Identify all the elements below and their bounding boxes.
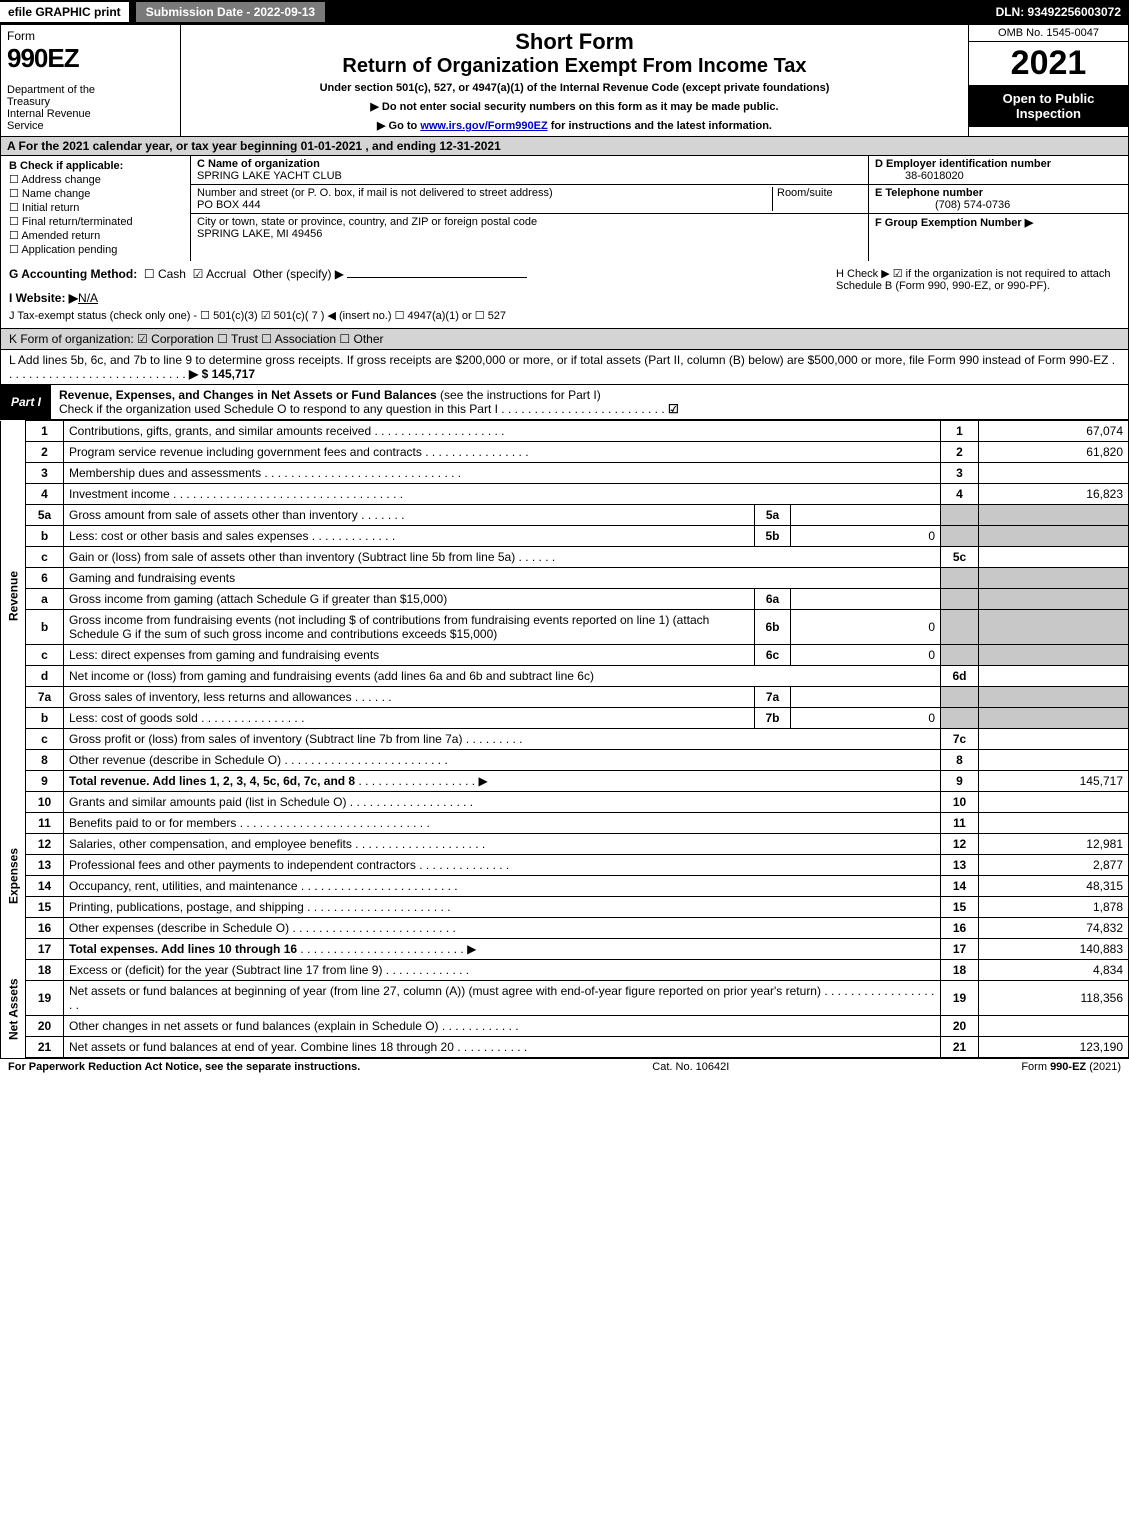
footer-left: For Paperwork Reduction Act Notice, see …: [8, 1061, 360, 1073]
website: N/A: [78, 291, 98, 305]
amt-13: 2,877: [979, 855, 1129, 876]
omb-number: OMB No. 1545-0047: [969, 25, 1128, 42]
table-row: 4 Investment income . . . . . . . . . . …: [1, 484, 1129, 505]
side-label-revenue: Revenue: [1, 421, 26, 771]
chk-accrual[interactable]: Accrual: [206, 267, 246, 281]
table-row: 2 Program service revenue including gove…: [1, 442, 1129, 463]
table-row: Net Assets 18 Excess or (deficit) for th…: [1, 960, 1129, 981]
amt-18: 4,834: [979, 960, 1129, 981]
col-c-org: C Name of organization SPRING LAKE YACHT…: [191, 156, 868, 261]
form-number: 990EZ: [7, 43, 174, 74]
lines-table: Revenue 1 Contributions, gifts, grants, …: [0, 420, 1129, 1058]
table-row: 15 Printing, publications, postage, and …: [1, 897, 1129, 918]
amt-4: 16,823: [979, 484, 1129, 505]
table-row: 6 Gaming and fundraising events: [1, 568, 1129, 589]
table-row: 20 Other changes in net assets or fund b…: [1, 1016, 1129, 1037]
table-row: 3 Membership dues and assessments . . . …: [1, 463, 1129, 484]
section-bcdef: B Check if applicable: ☐ Address change …: [0, 156, 1129, 261]
row-a-calendar-year: A For the 2021 calendar year, or tax yea…: [0, 137, 1129, 156]
table-row: Revenue 1 Contributions, gifts, grants, …: [1, 421, 1129, 442]
open-inspection: Open to Public Inspection: [969, 85, 1128, 127]
table-row: 21 Net assets or fund balances at end of…: [1, 1037, 1129, 1058]
efile-label[interactable]: efile GRAPHIC print: [0, 2, 129, 22]
footer-right: Form 990-EZ (2021): [1021, 1061, 1121, 1073]
amt-12: 12,981: [979, 834, 1129, 855]
table-row: b Less: cost or other basis and sales ex…: [1, 526, 1129, 547]
org-city: SPRING LAKE, MI 49456: [197, 228, 322, 240]
header-right: OMB No. 1545-0047 2021 Open to Public In…: [968, 25, 1128, 136]
irs-link[interactable]: www.irs.gov/Form990EZ: [420, 120, 547, 132]
table-row: d Net income or (loss) from gaming and f…: [1, 666, 1129, 687]
instruction-2: ▶ Go to www.irs.gov/Form990EZ for instru…: [189, 119, 960, 132]
amt-15: 1,878: [979, 897, 1129, 918]
chk-cash[interactable]: Cash: [158, 267, 186, 281]
table-row: 17 Total expenses. Add lines 10 through …: [1, 939, 1129, 960]
amt-1: 67,074: [979, 421, 1129, 442]
amt-16: 74,832: [979, 918, 1129, 939]
form-header: Form 990EZ Department of theTreasuryInte…: [0, 24, 1129, 137]
table-row: 8 Other revenue (describe in Schedule O)…: [1, 750, 1129, 771]
header-left: Form 990EZ Department of theTreasuryInte…: [1, 25, 181, 136]
return-title: Return of Organization Exempt From Incom…: [189, 55, 960, 78]
tax-year: 2021: [969, 42, 1128, 85]
amt-9: 145,717: [979, 771, 1129, 792]
side-label-expenses: Expenses: [1, 792, 26, 960]
amt-19: 118,356: [979, 981, 1129, 1016]
form-word: Form: [7, 29, 174, 43]
table-row: 13 Professional fees and other payments …: [1, 855, 1129, 876]
chk-amended-return[interactable]: ☐ Amended return: [9, 229, 182, 242]
table-row: b Gross income from fundraising events (…: [1, 610, 1129, 645]
table-row: a Gross income from gaming (attach Sched…: [1, 589, 1129, 610]
short-form-title: Short Form: [189, 29, 960, 55]
row-j-tax-status: J Tax-exempt status (check only one) - ☐…: [9, 309, 820, 322]
chk-address-change[interactable]: ☐ Address change: [9, 173, 182, 186]
page-footer: For Paperwork Reduction Act Notice, see …: [0, 1058, 1129, 1075]
table-row: 19 Net assets or fund balances at beginn…: [1, 981, 1129, 1016]
org-street: PO BOX 444: [197, 199, 261, 211]
under-section: Under section 501(c), 527, or 4947(a)(1)…: [189, 82, 960, 94]
chk-initial-return[interactable]: ☐ Initial return: [9, 201, 182, 214]
header-center: Short Form Return of Organization Exempt…: [181, 25, 968, 136]
table-row: c Gross profit or (loss) from sales of i…: [1, 729, 1129, 750]
org-name: SPRING LAKE YACHT CLUB: [197, 170, 342, 182]
table-row: 14 Occupancy, rent, utilities, and maint…: [1, 876, 1129, 897]
group-exemption: F Group Exemption Number ▶: [875, 217, 1033, 229]
table-row: c Less: direct expenses from gaming and …: [1, 645, 1129, 666]
table-row: 5a Gross amount from sale of assets othe…: [1, 505, 1129, 526]
amt-21: 123,190: [979, 1037, 1129, 1058]
col-def: D Employer identification number 38-6018…: [868, 156, 1128, 261]
instruction-1: ▶ Do not enter social security numbers o…: [189, 100, 960, 113]
row-k-org-form: K Form of organization: ☑ Corporation ☐ …: [0, 329, 1129, 350]
chk-application-pending[interactable]: ☐ Application pending: [9, 243, 182, 256]
top-bar: efile GRAPHIC print Submission Date - 20…: [0, 0, 1129, 24]
col-b-checkboxes: B Check if applicable: ☐ Address change …: [1, 156, 191, 261]
amt-3: [979, 463, 1129, 484]
footer-cat: Cat. No. 10642I: [652, 1061, 729, 1073]
ein: 38-6018020: [875, 170, 964, 182]
department-label: Department of theTreasuryInternal Revenu…: [7, 84, 174, 132]
room-suite: Room/suite: [772, 187, 862, 211]
chk-name-change[interactable]: ☐ Name change: [9, 187, 182, 200]
accounting-other[interactable]: Other (specify) ▶: [253, 267, 344, 281]
amt-14: 48,315: [979, 876, 1129, 897]
submission-date: Submission Date - 2022-09-13: [135, 1, 326, 23]
table-row: 12 Salaries, other compensation, and emp…: [1, 834, 1129, 855]
amt-17: 140,883: [979, 939, 1129, 960]
row-l-gross-receipts: L Add lines 5b, 6c, and 7b to line 9 to …: [0, 350, 1129, 385]
table-row: 16 Other expenses (describe in Schedule …: [1, 918, 1129, 939]
section-ghij: G Accounting Method: ☐ Cash ☑ Accrual Ot…: [0, 261, 1129, 329]
dln-label: DLN: 93492256003072: [996, 5, 1129, 19]
part-1-header: Part I Revenue, Expenses, and Changes in…: [0, 385, 1129, 420]
table-row: 9 Total revenue. Add lines 1, 2, 3, 4, 5…: [1, 771, 1129, 792]
amt-2: 61,820: [979, 442, 1129, 463]
table-row: c Gain or (loss) from sale of assets oth…: [1, 547, 1129, 568]
table-row: Expenses 10 Grants and similar amounts p…: [1, 792, 1129, 813]
row-h-schedule-b: H Check ▶ ☑ if the organization is not r…: [828, 261, 1128, 328]
table-row: 7a Gross sales of inventory, less return…: [1, 687, 1129, 708]
chk-final-return[interactable]: ☐ Final return/terminated: [9, 215, 182, 228]
table-row: b Less: cost of goods sold . . . . . . .…: [1, 708, 1129, 729]
side-label-netassets: Net Assets: [1, 960, 26, 1058]
telephone: (708) 574-0736: [875, 199, 1010, 211]
table-row: 11 Benefits paid to or for members . . .…: [1, 813, 1129, 834]
